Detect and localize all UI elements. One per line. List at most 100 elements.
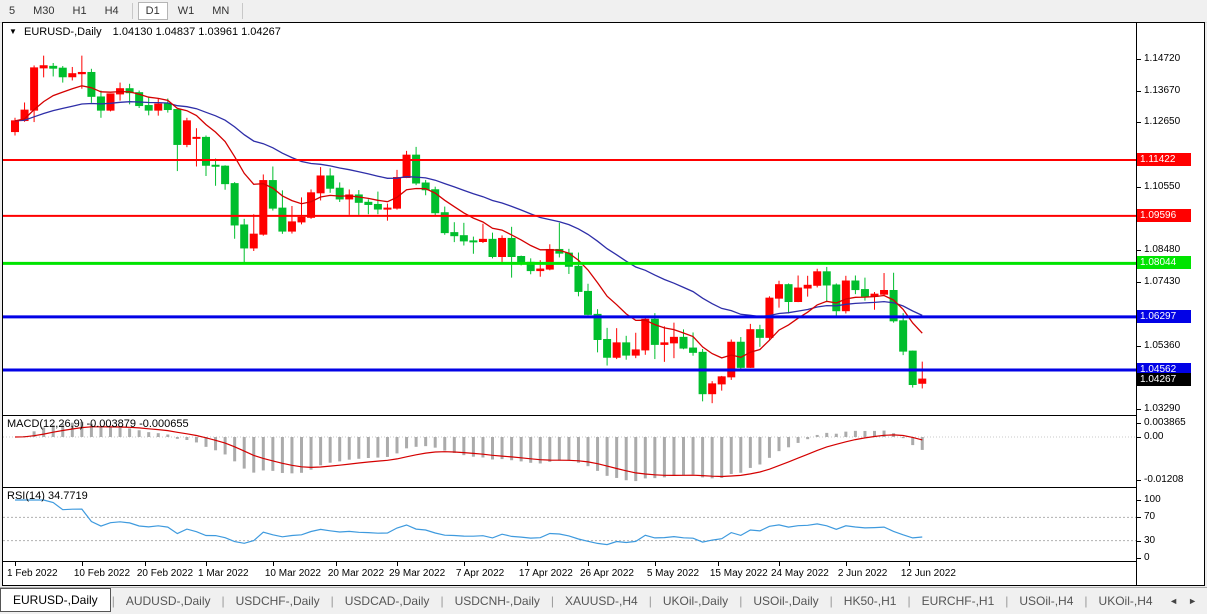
axis-tick-mark: [1137, 345, 1141, 347]
tab-eurusd-daily[interactable]: EURUSD-,Daily: [0, 588, 111, 612]
timeframe-toolbar: 5 M30 H1 H4 D1 W1 MN: [0, 0, 1207, 23]
tab-eurchf-h1[interactable]: EURCHF-,H1: [921, 594, 995, 608]
axis-tick-mark: [1137, 59, 1141, 60]
date-tick-mark: [272, 562, 274, 566]
tab-hk50-h1[interactable]: HK50-,H1: [843, 594, 897, 608]
price-pane[interactable]: ▼ EURUSD-,Daily 1.04130 1.04837 1.03961 …: [3, 23, 1136, 416]
price-tick-label: 1.14720: [1144, 53, 1181, 64]
price-tick-label: 1.12650: [1144, 116, 1181, 128]
date-label: 1 Mar 2022: [198, 568, 249, 579]
tab-scroll-controls: ◄ ►: [1169, 596, 1207, 606]
rsi-tick-label: 0: [1144, 552, 1150, 563]
axis-tick-mark: [1137, 423, 1141, 425]
price-tick-label: 1.05360: [1144, 339, 1181, 351]
rsi-pane[interactable]: RSI(14) 34.7719: [3, 488, 1136, 562]
timeframe-button-d1[interactable]: D1: [137, 2, 168, 20]
date-label: 10 Feb 2022: [73, 568, 131, 579]
macd-tick-label: 0.00: [1144, 431, 1164, 442]
date-label: 24 May 2022: [771, 568, 829, 579]
chart-panes: ▼ EURUSD-,Daily 1.04130 1.04837 1.03961 …: [3, 23, 1137, 585]
date-label: 20 Mar 2022: [327, 568, 385, 579]
tab-separator: |: [1005, 594, 1009, 608]
axis-tick-mark: [1137, 540, 1141, 542]
date-tick-mark: [654, 562, 656, 566]
tab-scroll-left-icon[interactable]: ◄: [1169, 596, 1179, 606]
axis-tick-mark: [1137, 437, 1141, 438]
macd-canvas[interactable]: [3, 416, 1136, 487]
current-price-label: 1.04267: [1137, 373, 1191, 387]
date-label: 1 Feb 2022: [7, 568, 58, 579]
level-price-label: 1.11422: [1137, 152, 1191, 166]
timeframe-button-w1[interactable]: W1: [170, 2, 203, 20]
rsi-tick-label: 30: [1144, 534, 1156, 546]
level-price-label: 1.08044: [1137, 256, 1191, 270]
timeframe-button-h4[interactable]: H4: [97, 2, 127, 20]
date-tick-mark: [717, 562, 719, 566]
rsi-line: [15, 499, 923, 546]
date-label: 5 May 2022: [646, 568, 700, 579]
candles-layer: [11, 55, 927, 404]
tab-separator: |: [440, 594, 444, 608]
price-tick-label: 1.08480: [1144, 244, 1181, 256]
tab-usoil-h4[interactable]: USOil-,H4: [1019, 594, 1074, 608]
chart-title: ▼ EURUSD-,Daily 1.04130 1.04837 1.03961 …: [9, 26, 281, 38]
symbol-dropdown-icon[interactable]: ▼: [9, 27, 17, 36]
price-axis[interactable]: 1.14720 1.13670 1.12650 1.10550 1.08480 1.074…: [1137, 23, 1204, 585]
rsi-tick-label: 100: [1144, 494, 1161, 505]
date-tick-mark: [15, 562, 16, 566]
date-tick-mark: [526, 562, 528, 566]
price-tick-label: 1.10550: [1144, 180, 1181, 192]
axis-tick-mark: [1137, 250, 1141, 252]
level-price-label: 1.04562: [1137, 363, 1191, 377]
axis-tick-mark: [1137, 122, 1141, 124]
axis-tick-mark: [1137, 91, 1141, 93]
timeframe-button-5[interactable]: 5: [1, 2, 23, 20]
tab-separator: |: [739, 594, 743, 608]
date-label: 10 Mar 2022: [264, 568, 321, 579]
date-label: 12 Jun 2022: [900, 568, 956, 579]
date-label: 26 Apr 2022: [580, 568, 634, 579]
chart-window: ▼ EURUSD-,Daily 1.04130 1.04837 1.03961 …: [2, 22, 1205, 586]
symbol-tabbar: EURUSD-,Daily | AUDUSD-,Daily | USDCHF-,Dail…: [0, 587, 1207, 614]
tab-xauusd-h4[interactable]: XAUUSD-,H4: [565, 594, 638, 608]
tab-audusd-daily[interactable]: AUDUSD-,Daily: [125, 594, 211, 608]
tab-usdchf-daily[interactable]: USDCHF-,Daily: [235, 594, 320, 608]
level-price-label: 1.09596: [1137, 208, 1191, 222]
toolbar-separator: [131, 3, 133, 19]
tab-usdcad-daily[interactable]: USDCAD-,Daily: [344, 594, 430, 608]
date-axis[interactable]: 1 Feb 2022 10 Feb 2022 20 Feb 2022 1 Mar 20…: [3, 562, 1136, 585]
tab-usdcnh-daily[interactable]: USDCNH-,Daily: [454, 594, 540, 608]
tab-ukoil-h4[interactable]: UKOil-,H4: [1098, 594, 1153, 608]
timeframe-button-mn[interactable]: MN: [204, 2, 237, 20]
date-label: 20 Feb 2022: [136, 568, 194, 579]
tab-separator: |: [550, 594, 555, 608]
tab-separator: |: [829, 594, 833, 608]
axis-tick-mark: [1137, 558, 1141, 559]
price-tick-label: 1.13670: [1144, 85, 1181, 97]
chart-ohlc-values: 1.04130 1.04837 1.03961 1.04267: [112, 26, 281, 38]
tab-scroll-right-icon[interactable]: ►: [1188, 596, 1197, 606]
date-tick-mark: [397, 562, 398, 566]
rsi-canvas[interactable]: [3, 488, 1136, 561]
tab-separator: |: [648, 594, 652, 608]
chart-symbol-label: EURUSD-,Daily: [23, 26, 102, 38]
date-tick-mark: [779, 562, 780, 566]
tab-separator: |: [330, 594, 334, 608]
ma-slow-line: [14, 101, 923, 318]
timeframe-button-h1[interactable]: H1: [65, 2, 95, 20]
level-price-label: 1.06297: [1137, 309, 1191, 323]
date-tick-mark: [206, 562, 207, 566]
date-label: 17 Apr 2022: [518, 568, 573, 579]
date-tick-mark: [588, 562, 589, 566]
tab-ukoil-daily[interactable]: UKOil-,Daily: [662, 594, 729, 608]
tab-usoil-daily[interactable]: USOil-,Daily: [753, 594, 819, 608]
price-chart-canvas[interactable]: [3, 23, 1136, 415]
price-tick-label: 1.03290: [1144, 403, 1181, 414]
macd-histogram: [23, 421, 924, 482]
macd-label: MACD(12,26,9) -0.003879 -0.000655: [7, 418, 189, 430]
date-tick-mark: [463, 562, 465, 566]
timeframe-button-m30[interactable]: M30: [25, 2, 62, 20]
macd-pane[interactable]: MACD(12,26,9) -0.003879 -0.000655: [3, 416, 1136, 488]
tab-separator: |: [111, 594, 115, 608]
macd-tick-label: 0.003865: [1144, 417, 1186, 429]
